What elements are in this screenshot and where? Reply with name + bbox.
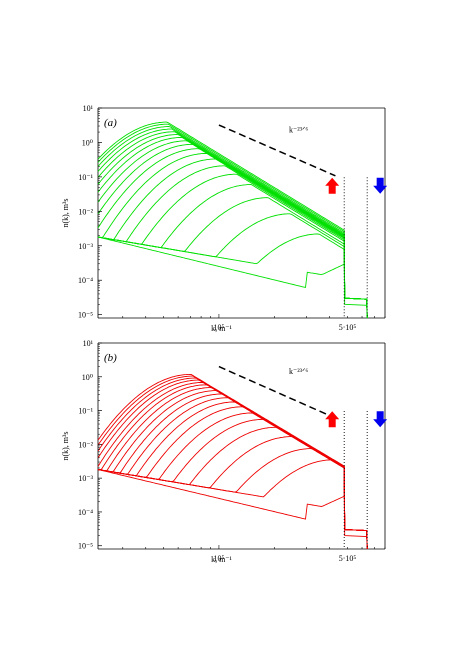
panel-b-y-tick-labels: 10¹ 10⁰ 10⁻¹ 10⁻² 10⁻³ 10⁻⁴ 10⁻⁵ <box>78 339 94 551</box>
x-tick-label: 10⁵ <box>214 554 225 563</box>
x-tick-label: 5·10⁵ <box>339 554 357 563</box>
spectrum-curve <box>97 401 368 550</box>
panel-a-y-axis-label: n(k), m³s <box>61 198 70 227</box>
spectrum-curve <box>97 393 368 550</box>
panel-b-slope-reference-line <box>218 365 336 419</box>
spectrum-curve <box>97 173 368 319</box>
y-tick-label: 10⁻⁴ <box>78 276 93 285</box>
spectrum-curve <box>97 123 368 319</box>
spectrum-curve <box>97 126 368 319</box>
panel-b-ticks <box>98 342 386 549</box>
spectrum-curve <box>97 121 368 319</box>
panel-b-x-axis-label: k, m⁻¹ <box>211 555 232 564</box>
spectrum-curve <box>97 412 368 550</box>
panel-a-frame <box>97 107 386 319</box>
panel-b-frame <box>97 342 386 550</box>
panel-b: 10¹ 10⁰ 10⁻¹ 10⁻² 10⁻³ 10⁻⁴ 10⁻⁵ 10⁵ 5·10⁵ k, … <box>61 339 388 564</box>
y-tick-label: 10⁻³ <box>78 242 93 251</box>
panel-a: 10¹ 10⁰ 10⁻¹ 10⁻² 10⁻³ 10⁻⁴ 10⁻⁵ 10⁵ 5·10⁵ k, … <box>61 104 388 333</box>
y-tick-label: 10⁰ <box>82 373 93 382</box>
spectrum-curve <box>97 373 368 550</box>
y-tick-label: 10⁻¹ <box>78 173 93 182</box>
spectrum-curve <box>97 387 368 550</box>
panel-a-slope-reference-line <box>218 124 336 177</box>
spectrum-curve <box>97 184 368 319</box>
arrow-up-icon <box>325 177 340 194</box>
y-tick-label: 10¹ <box>83 104 94 113</box>
spectrum-curve <box>97 418 368 550</box>
arrow-up-icon <box>325 411 340 428</box>
panel-a-x-axis-label: k, m⁻¹ <box>211 324 232 333</box>
y-tick-label: 10⁻² <box>78 207 93 216</box>
spectrum-curve <box>97 236 368 319</box>
spectrum-curve <box>97 426 368 550</box>
y-tick-label: 10⁻¹ <box>78 407 93 416</box>
x-tick-label: 5·10⁵ <box>339 323 357 332</box>
spectrum-curve <box>97 131 368 319</box>
spectrum-curve <box>97 436 368 550</box>
y-tick-label: 10⁻⁴ <box>78 508 93 517</box>
panel-b-curves <box>97 373 368 550</box>
panel-a-slope-label: k⁻²³ᐟ⁶ <box>289 125 308 134</box>
spectrum-curve <box>97 128 368 319</box>
x-tick-label: 10⁵ <box>214 323 225 332</box>
y-tick-label: 10⁻⁵ <box>78 311 93 320</box>
spectrum-curve <box>97 134 368 319</box>
panel-a-label: (a) <box>104 117 117 129</box>
y-tick-label: 10¹ <box>83 339 94 348</box>
spectrum-curve <box>97 384 368 550</box>
spectrum-curve <box>97 379 368 550</box>
panel-a-y-tick-labels: 10¹ 10⁰ 10⁻¹ 10⁻² 10⁻³ 10⁻⁴ 10⁻⁵ <box>78 104 94 320</box>
panel-b-slope-label: k⁻²³ᐟ⁶ <box>289 367 308 376</box>
y-tick-label: 10⁻⁵ <box>78 542 93 551</box>
panel-a-curves <box>97 121 368 319</box>
spectrum-curve <box>97 197 368 319</box>
y-tick-label: 10⁰ <box>82 138 93 147</box>
arrow-down-icon <box>373 177 388 194</box>
spectrum-curve <box>97 165 368 319</box>
y-tick-label: 10⁻³ <box>78 474 93 483</box>
arrow-down-icon <box>373 411 388 428</box>
panel-a-ticks <box>98 107 386 318</box>
y-tick-label: 10⁻² <box>78 440 93 449</box>
panel-b-y-axis-label: n(k), m³s <box>61 431 70 460</box>
spectrum-curve <box>97 469 368 550</box>
panel-b-label: (b) <box>104 352 117 364</box>
